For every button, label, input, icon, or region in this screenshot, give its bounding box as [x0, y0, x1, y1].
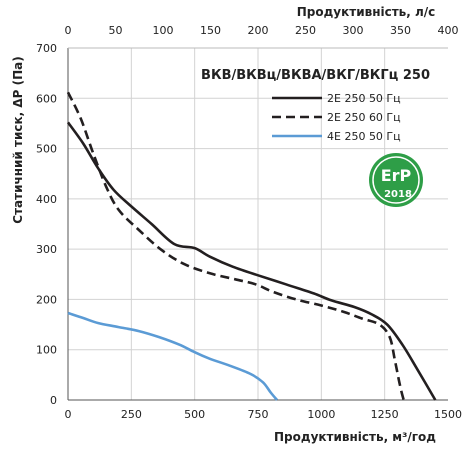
x2-tick-label-7: 350	[390, 24, 411, 37]
x-tick-label-6: 1500	[434, 408, 462, 421]
x-tick-label-5: 1250	[371, 408, 399, 421]
series-line-3	[67, 311, 278, 401]
y-tick-label-4: 400	[36, 193, 57, 206]
y-tick-label-5: 500	[36, 143, 57, 156]
legend-label-1: 2Е 250 50 Гц	[327, 92, 401, 105]
series-line-2	[66, 91, 405, 401]
y-tick-label-0: 0	[50, 394, 57, 407]
badge-circle	[369, 153, 423, 207]
x2-tick-label-6: 300	[343, 24, 364, 37]
x2-tick-label-5: 250	[295, 24, 316, 37]
y-tick-label-6: 600	[36, 92, 57, 105]
y-tick-label-1: 100	[36, 344, 57, 357]
bottom-axis-title: Продуктивність, м³/год	[274, 430, 436, 444]
data-series	[66, 91, 437, 401]
legend-label-3: 4Е 250 50 Гц	[327, 130, 401, 143]
badge-label: ErP	[381, 166, 412, 185]
chart-title: ВКВ/ВКВц/ВКВА/ВКГ/ВКГц 250	[201, 68, 430, 83]
x2-tick-label-2: 100	[153, 24, 174, 37]
badge-ring	[372, 156, 420, 204]
top-axis-title: Продуктивність, л/с	[297, 5, 436, 19]
y-tick-label-3: 300	[36, 243, 57, 256]
x-tick-label-3: 750	[248, 408, 269, 421]
legend-label-2: 2Е 250 60 Гц	[327, 111, 401, 124]
gridlines	[68, 48, 448, 400]
x2-tick-label-8: 400	[438, 24, 459, 37]
erp-2018-badge-icon: ErP 2018	[369, 153, 423, 207]
y-axis-title: Статичний тиск, ΔР (Па)	[11, 56, 25, 223]
x-tick-label-4: 1000	[307, 408, 335, 421]
x2-tick-label-4: 200	[248, 24, 269, 37]
series-line-1	[66, 121, 437, 401]
x-tick-label-0: 0	[65, 408, 72, 421]
x-tick-label-2: 500	[184, 408, 205, 421]
x2-tick-label-1: 50	[109, 24, 123, 37]
badge-year: 2018	[384, 189, 412, 200]
legend: 2Е 250 50 Гц 2Е 250 60 Гц 4Е 250 50 Гц	[272, 92, 401, 143]
y-tick-label-2: 200	[36, 293, 57, 306]
x2-tick-label-0: 0	[65, 24, 72, 37]
x-tick-label-1: 250	[121, 408, 142, 421]
y-tick-label-7: 700	[36, 42, 57, 55]
axes	[67, 47, 448, 401]
x2-tick-label-3: 150	[200, 24, 221, 37]
